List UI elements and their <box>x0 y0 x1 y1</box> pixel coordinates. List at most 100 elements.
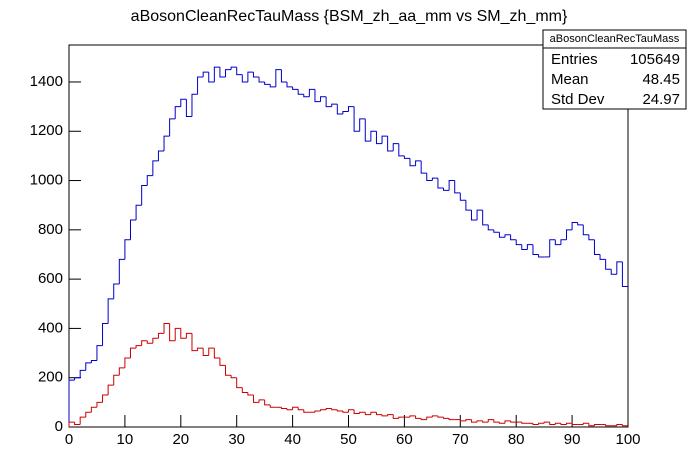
histogram-bin <box>113 374 120 386</box>
histogram-bin <box>297 89 304 95</box>
histogram-bin <box>236 67 243 76</box>
histogram-bin <box>107 298 114 324</box>
histogram-bin <box>275 69 282 87</box>
histogram-bin <box>74 377 81 381</box>
stats-value: 105649 <box>630 51 680 68</box>
stats-value: 24.97 <box>642 91 680 108</box>
histogram-bin <box>370 411 377 415</box>
histogram-bin <box>510 420 517 423</box>
histogram-bin <box>152 337 159 344</box>
histogram-bin <box>336 409 343 412</box>
histogram-bin <box>180 328 187 339</box>
x-tick-label: 60 <box>396 431 413 448</box>
histogram-bin <box>96 401 103 408</box>
histogram-bin <box>185 99 192 117</box>
histogram-bin <box>364 118 371 142</box>
histogram-bin <box>566 422 573 425</box>
histogram-bin <box>375 412 383 416</box>
histogram-bin <box>269 404 276 408</box>
histogram-bin <box>437 415 444 418</box>
histogram-bin <box>152 160 159 176</box>
histogram-bin <box>303 94 310 98</box>
histogram-bin <box>157 332 165 339</box>
histogram-bin <box>392 414 399 419</box>
histogram-bin <box>292 86 299 90</box>
histogram-bin <box>498 422 506 424</box>
histogram-bin <box>398 416 405 419</box>
histogram-bin <box>381 414 388 417</box>
histogram-bin <box>342 410 349 413</box>
histogram-bin <box>571 221 578 230</box>
y-tick-label: 1000 <box>30 172 63 189</box>
histogram-bin <box>510 234 517 241</box>
histogram-bin <box>415 160 422 166</box>
histogram-bin <box>538 422 545 425</box>
histogram-bin <box>157 150 165 161</box>
histogram-bin <box>504 420 511 424</box>
x-tick-label: 100 <box>615 431 640 448</box>
histogram-bin <box>353 106 360 132</box>
y-tick-label: 200 <box>38 369 63 386</box>
histogram-bin <box>124 239 131 260</box>
chart-title: aBosonCleanRecTauMass {BSM_zh_aa_mm vs S… <box>131 8 568 25</box>
histogram-bin <box>582 422 589 425</box>
histogram-bin <box>180 98 187 107</box>
stats-title: aBosonCleanRecTauMass <box>550 33 680 45</box>
histogram-bin <box>269 84 276 88</box>
histogram-bin <box>554 422 561 425</box>
histogram-bin <box>135 204 142 220</box>
histogram-bin <box>465 200 472 211</box>
histogram-bin <box>498 232 506 238</box>
histogram-bin <box>230 66 237 70</box>
histogram-bin <box>409 158 416 167</box>
histogram-bin <box>208 347 215 356</box>
stats-box <box>542 29 687 110</box>
histogram-bin <box>560 239 567 245</box>
histogram-bin <box>353 409 360 414</box>
histogram-bin <box>202 71 209 78</box>
histogram-bin <box>599 254 606 260</box>
histogram-bin <box>113 283 120 299</box>
histogram-bin <box>252 72 260 78</box>
histogram-bin <box>605 424 612 427</box>
histogram-bin <box>129 219 137 240</box>
histogram-bin <box>163 135 170 151</box>
y-tick-label: 600 <box>38 270 63 287</box>
stats-label: Mean <box>551 71 589 88</box>
histogram-bin <box>197 76 204 95</box>
histogram-bin <box>141 184 148 206</box>
histogram-bin <box>219 357 226 366</box>
histogram-bin <box>426 416 433 420</box>
histogram-bin <box>280 407 288 410</box>
histogram-bin <box>403 155 410 159</box>
histogram-bin <box>375 131 383 145</box>
histogram-bin <box>79 416 86 425</box>
histogram-bin <box>236 377 243 389</box>
histogram-bin <box>482 420 489 423</box>
histogram-bin <box>252 394 260 403</box>
x-tick-label: 90 <box>564 431 581 448</box>
histogram-bin <box>566 229 573 240</box>
histogram-bin <box>621 424 628 427</box>
histogram-bin <box>448 180 455 191</box>
histogram-bin <box>135 345 142 349</box>
histogram-bin <box>320 96 327 102</box>
y-tick-label: 400 <box>38 319 63 336</box>
histogram-bin <box>443 187 450 191</box>
histogram-bin <box>107 384 114 395</box>
y-tick-label: 1200 <box>30 122 63 139</box>
histogram-bin <box>96 345 103 361</box>
histogram-bin <box>163 322 170 334</box>
histogram-bin <box>258 399 265 403</box>
histogram-bin <box>169 118 176 137</box>
histogram-bin <box>174 106 181 119</box>
histogram-bin <box>264 399 271 406</box>
histogram-bin <box>526 244 533 250</box>
histogram-bin <box>286 408 293 411</box>
histogram-bin <box>549 422 556 426</box>
histogram-bin <box>487 224 494 231</box>
histogram-bin <box>85 411 92 418</box>
histogram-bin <box>169 323 176 342</box>
histogram-bin <box>342 111 349 115</box>
histogram-bin <box>571 423 578 426</box>
